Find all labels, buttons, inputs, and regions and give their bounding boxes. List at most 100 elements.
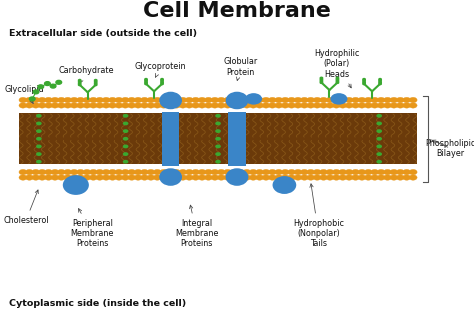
Circle shape — [185, 97, 193, 103]
Circle shape — [36, 160, 42, 164]
Circle shape — [76, 175, 84, 180]
Circle shape — [243, 175, 251, 180]
Circle shape — [36, 145, 42, 148]
Circle shape — [215, 129, 221, 133]
Circle shape — [51, 97, 59, 103]
Bar — [19, 113, 417, 164]
Circle shape — [145, 83, 147, 85]
Circle shape — [123, 152, 128, 156]
Circle shape — [32, 103, 40, 108]
Circle shape — [147, 97, 155, 103]
Circle shape — [70, 169, 78, 175]
Circle shape — [57, 97, 65, 103]
Circle shape — [237, 175, 245, 180]
Circle shape — [160, 103, 168, 108]
Ellipse shape — [226, 168, 248, 186]
Circle shape — [78, 79, 81, 81]
Circle shape — [409, 169, 417, 175]
Circle shape — [288, 175, 296, 180]
Circle shape — [358, 175, 366, 180]
Circle shape — [409, 97, 417, 103]
Circle shape — [134, 97, 142, 103]
Circle shape — [294, 97, 302, 103]
Circle shape — [379, 82, 381, 83]
Circle shape — [262, 175, 270, 180]
Circle shape — [161, 83, 163, 85]
Circle shape — [32, 169, 40, 175]
Circle shape — [96, 175, 104, 180]
Circle shape — [237, 169, 245, 175]
Circle shape — [140, 103, 148, 108]
Circle shape — [371, 103, 379, 108]
Circle shape — [128, 97, 136, 103]
Circle shape — [358, 97, 366, 103]
Circle shape — [403, 103, 411, 108]
Circle shape — [153, 97, 161, 103]
Ellipse shape — [226, 92, 248, 109]
Circle shape — [307, 97, 315, 103]
Circle shape — [371, 175, 379, 180]
Circle shape — [123, 122, 128, 125]
Circle shape — [45, 169, 53, 175]
Ellipse shape — [159, 92, 182, 109]
Circle shape — [83, 175, 91, 180]
Circle shape — [123, 137, 128, 141]
Circle shape — [102, 169, 110, 175]
Circle shape — [379, 83, 381, 85]
Circle shape — [64, 97, 72, 103]
Circle shape — [217, 175, 225, 180]
Circle shape — [29, 97, 35, 101]
Circle shape — [215, 122, 221, 125]
Circle shape — [211, 103, 219, 108]
Circle shape — [38, 175, 46, 180]
Circle shape — [51, 175, 59, 180]
Circle shape — [376, 145, 382, 148]
Circle shape — [243, 97, 251, 103]
Circle shape — [294, 169, 302, 175]
Circle shape — [268, 175, 276, 180]
Circle shape — [243, 169, 251, 175]
Circle shape — [25, 169, 33, 175]
Circle shape — [294, 103, 302, 108]
Circle shape — [109, 97, 117, 103]
Circle shape — [115, 103, 123, 108]
Circle shape — [281, 97, 289, 103]
Circle shape — [161, 78, 163, 80]
Circle shape — [153, 103, 161, 108]
Text: Globular
Protein: Globular Protein — [224, 57, 258, 80]
Circle shape — [376, 129, 382, 133]
Circle shape — [249, 169, 257, 175]
Circle shape — [204, 169, 212, 175]
Circle shape — [198, 169, 206, 175]
Circle shape — [147, 175, 155, 180]
Circle shape — [320, 80, 323, 82]
Circle shape — [64, 169, 72, 175]
Circle shape — [38, 97, 46, 103]
Circle shape — [147, 103, 155, 108]
Circle shape — [319, 169, 328, 175]
Circle shape — [396, 175, 404, 180]
Circle shape — [38, 169, 46, 175]
Circle shape — [76, 97, 84, 103]
Circle shape — [319, 175, 328, 180]
Circle shape — [352, 169, 360, 175]
Circle shape — [255, 97, 264, 103]
Circle shape — [281, 175, 289, 180]
Circle shape — [383, 97, 392, 103]
Circle shape — [94, 83, 97, 84]
Circle shape — [409, 175, 417, 180]
Circle shape — [326, 175, 334, 180]
Circle shape — [179, 103, 187, 108]
Circle shape — [345, 175, 353, 180]
Circle shape — [383, 169, 392, 175]
Circle shape — [36, 137, 42, 141]
Text: Cell Membrane: Cell Membrane — [143, 1, 331, 21]
Circle shape — [19, 97, 27, 103]
Circle shape — [145, 78, 147, 80]
Circle shape — [160, 97, 168, 103]
Circle shape — [179, 97, 187, 103]
Circle shape — [166, 103, 174, 108]
Circle shape — [70, 97, 78, 103]
Circle shape — [191, 169, 200, 175]
Circle shape — [358, 169, 366, 175]
